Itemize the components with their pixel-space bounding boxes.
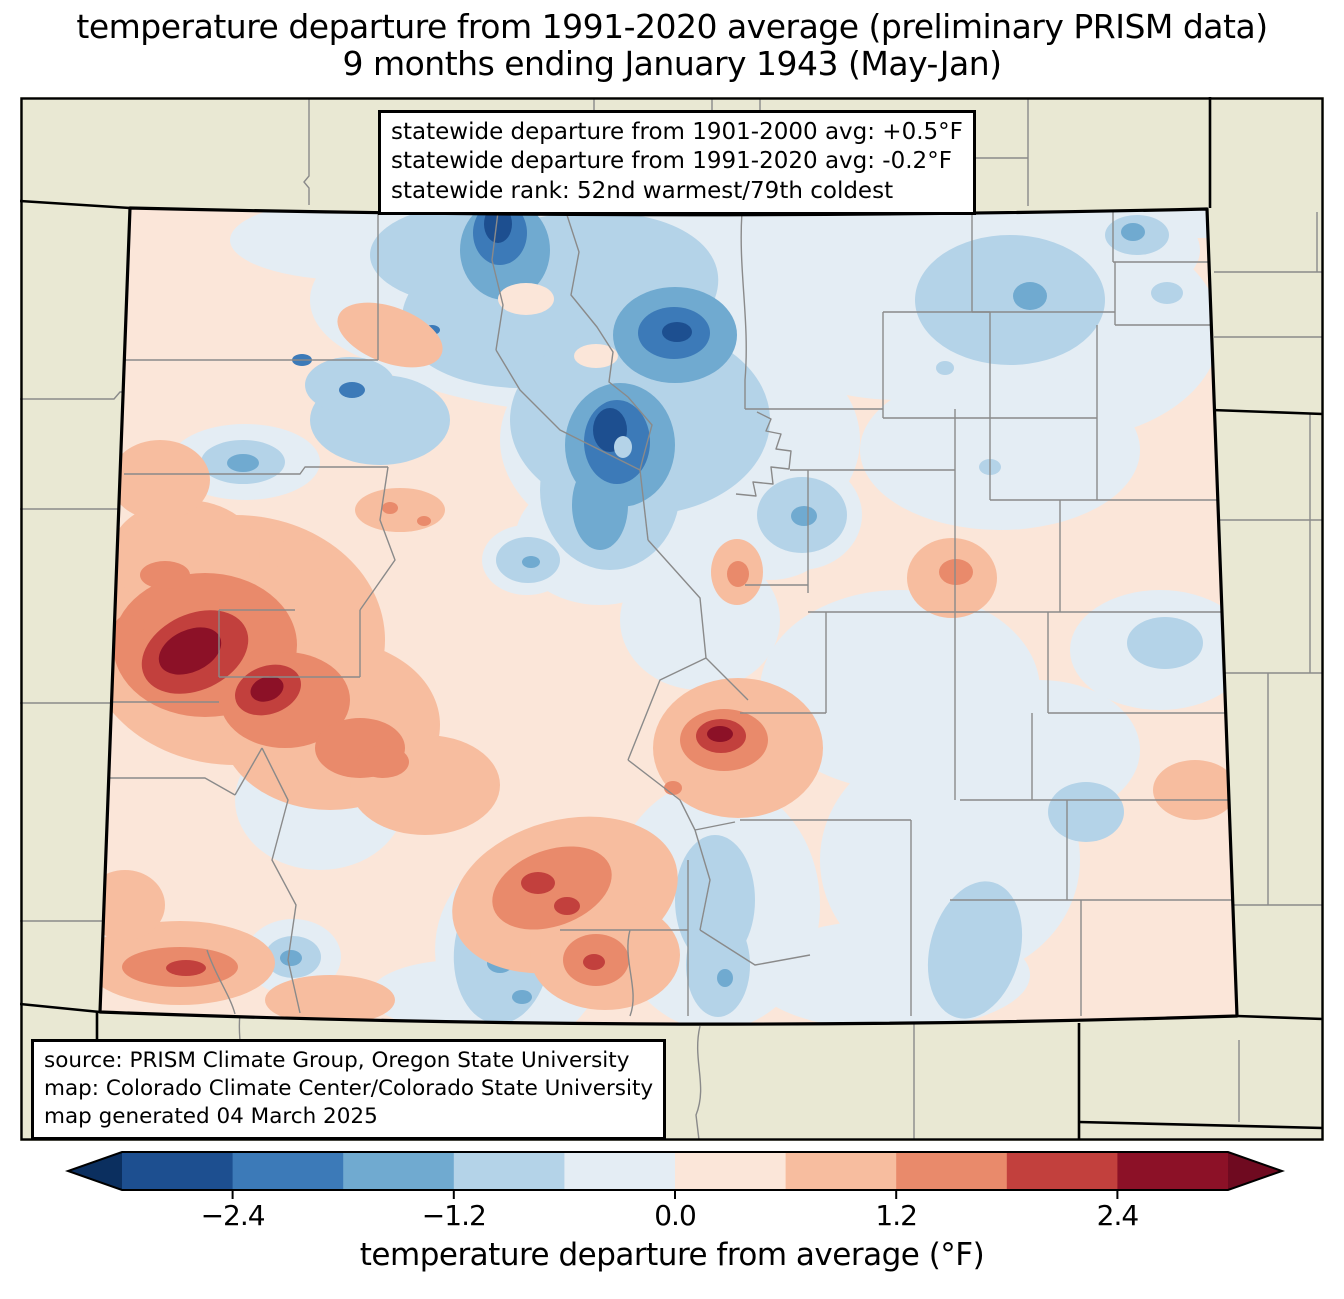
stats-line-2: statewide departure from 1991-2020 avg: … [391,148,952,175]
colorbar-segment [453,1152,565,1190]
colorbar-segment [1006,1152,1118,1190]
colorbar-segment [785,1152,897,1190]
anomaly-field [100,208,1237,1025]
title-line-2: 9 months ending January 1943 (May-Jan) [342,44,1002,84]
colorbar-segment [232,1152,344,1190]
stats-line-3: statewide rank: 52nd warmest/79th coldes… [391,177,894,204]
colorbar-axis-label: temperature departure from average (°F) [359,1237,985,1273]
colorbar-segment [564,1152,676,1190]
colorbar-outline [64,1151,1286,1191]
colorbar-tick-label: −1.2 [421,1199,487,1232]
colorbar-arrow [1228,1152,1282,1190]
map-frame [20,97,1324,1141]
colorbar-tick-labels: −2.4 −1.2 0.0 1.2 2.4 [0,1199,1344,1233]
colorbar-tick-label: 1.2 [875,1199,918,1232]
source-attribution-box: source: PRISM Climate Group, Oregon Stat… [31,1039,667,1140]
colorbar-segment [675,1152,787,1190]
colorbar-tick-label: −2.4 [200,1199,266,1232]
page-title: temperature departure from 1991-2020 ave… [0,8,1344,83]
stats-line-1: statewide departure from 1901-2000 avg: … [391,119,963,145]
county-lines [108,211,1233,1017]
map-area [19,97,1324,1141]
colorbar-arrow [68,1152,122,1190]
colorbar-tick-label: 2.4 [1096,1199,1140,1232]
colorbar-tick-label: 0.0 [654,1199,697,1232]
colorbar-segment [1117,1152,1229,1190]
colorbar-segment [122,1152,234,1190]
colorbar-segment [343,1152,455,1190]
source-line-2: map: Colorado Climate Center/Colorado St… [44,1075,654,1101]
source-line-1: source: PRISM Climate Group, Oregon Stat… [44,1048,630,1073]
statewide-stats-box: statewide departure from 1901-2000 avg: … [378,110,976,216]
title-line-1: temperature departure from 1991-2020 ave… [76,7,1268,46]
source-line-3: map generated 04 March 2025 [44,1103,378,1129]
colorbar-segment [896,1152,1008,1190]
colorado-anomaly-map [19,97,1324,1141]
colorbar [64,1151,1286,1199]
